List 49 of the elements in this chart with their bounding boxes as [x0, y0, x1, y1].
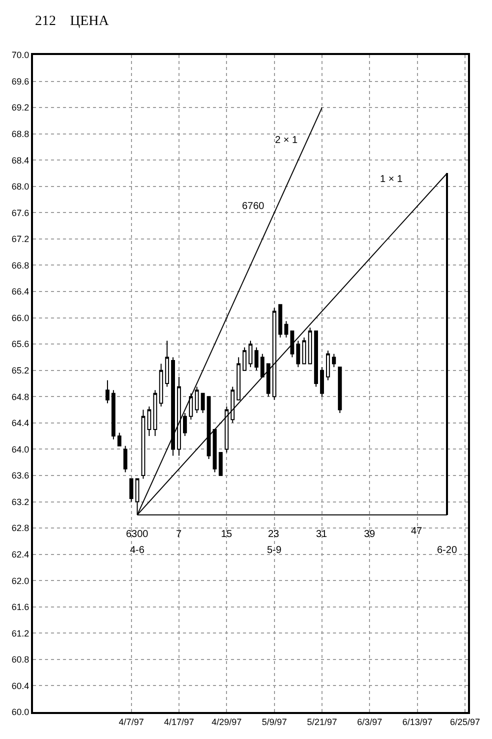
y-tick-label: 70.0	[12, 50, 30, 60]
x-tick-label: 4/7/97	[118, 716, 144, 727]
y-tick-label: 62.0	[12, 576, 30, 586]
annotation: 39	[364, 529, 376, 540]
annotation: 6-20	[437, 545, 458, 556]
text: 212	[35, 14, 56, 29]
x-tick-label: 4/17/97	[164, 716, 194, 727]
y-tick-label: 60.8	[12, 654, 30, 665]
annotation: 2 × 1	[275, 135, 298, 146]
annotation: 4-6	[130, 545, 145, 556]
y-tick-label: 67.6	[12, 208, 30, 218]
text: ЦЕНА	[70, 14, 110, 29]
x-tick-label: 5/21/97	[306, 716, 338, 727]
y-tick-label: 62.4	[12, 549, 30, 560]
x-tick-label: 5/9/97	[262, 716, 287, 727]
y-tick-label: 63.2	[12, 496, 30, 507]
y-tick-label: 66.8	[12, 260, 30, 270]
x-tick-label: 6/25/97	[450, 716, 480, 727]
y-tick-label: 61.6	[12, 602, 30, 612]
y-tick-label: 68.0	[12, 182, 30, 192]
y-tick-label: 67.2	[12, 234, 30, 244]
annotation: 6300	[126, 529, 149, 540]
y-tick-label: 60.4	[12, 680, 30, 691]
y-tick-label: 60.0	[12, 707, 30, 718]
y-tick-label: 61.2	[12, 628, 30, 638]
x-tick-label: 6/13/97	[402, 716, 432, 727]
y-tick-label: 64.4	[12, 418, 30, 428]
x-tick-label: 6/3/97	[357, 716, 382, 727]
annotation: 31	[316, 529, 328, 540]
y-tick-label: 64.0	[12, 444, 30, 454]
y-tick-label: 64.8	[12, 392, 30, 402]
y-tick-label: 62.8	[12, 523, 30, 534]
y-tick-label: 66.0	[12, 312, 30, 323]
annotation: 5-9	[267, 545, 282, 556]
y-tick-label: 65.2	[12, 366, 30, 376]
x-tick-label: 4/29/97	[212, 716, 242, 727]
y-tick-label: 69.6	[12, 76, 30, 86]
y-tick-label: 68.8	[12, 128, 30, 139]
y-tick-label: 68.4	[12, 155, 30, 166]
y-tick-label: 65.6	[12, 339, 30, 350]
y-tick-label: 66.4	[12, 286, 30, 297]
annotation: 23	[268, 529, 280, 540]
annotation: 15	[221, 529, 233, 540]
annotation: 1 × 1	[380, 174, 403, 185]
y-tick-label: 69.2	[12, 102, 30, 113]
annotation: 6760	[242, 201, 265, 212]
annotation: 7	[176, 529, 182, 540]
annotation: 47	[411, 526, 423, 537]
y-tick-label: 63.6	[12, 470, 30, 481]
